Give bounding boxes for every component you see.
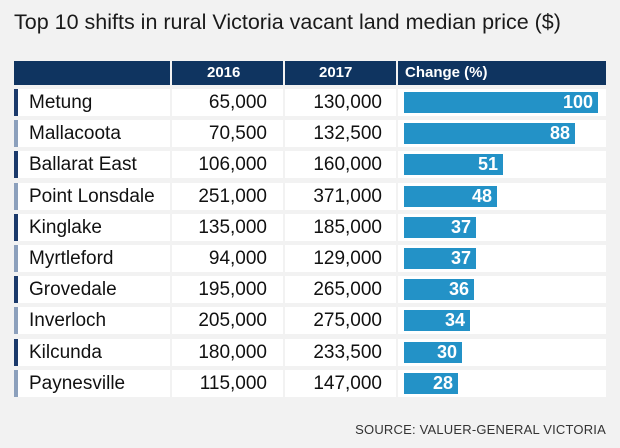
row-value-2016: 94,000	[172, 245, 283, 272]
row-accent	[14, 245, 18, 272]
row-location: Mallacoota	[14, 120, 170, 147]
row-location-label: Metung	[29, 92, 93, 113]
change-bar: 34	[404, 310, 470, 331]
row-location: Kinglake	[14, 214, 170, 241]
table-row: Paynesville 115,000 147,000 28	[14, 370, 606, 397]
row-accent	[14, 339, 18, 366]
table-row: Myrtleford 94,000 129,000 37	[14, 245, 606, 272]
row-accent	[14, 214, 18, 241]
table-row: Kilcunda 180,000 233,500 30	[14, 339, 606, 366]
row-value-2016: 115,000	[172, 370, 283, 397]
table-row: Mallacoota 70,500 132,500 88	[14, 120, 606, 147]
row-change-cell: 88	[398, 120, 606, 147]
header-2016: 2016	[207, 64, 241, 81]
table-row: Grovedale 195,000 265,000 36	[14, 276, 606, 303]
table-header: 2016 2017 Change (%)	[14, 61, 606, 85]
header-separator	[396, 61, 398, 85]
row-location-label: Paynesville	[29, 373, 126, 394]
row-location-label: Myrtleford	[29, 248, 114, 269]
row-accent	[14, 307, 18, 334]
row-value-2016: 251,000	[172, 183, 283, 210]
row-location-label: Mallacoota	[29, 123, 121, 144]
row-value-2016: 180,000	[172, 339, 283, 366]
row-change-cell: 28	[398, 370, 606, 397]
row-value-2017: 130,000	[285, 89, 396, 116]
row-change-cell: 34	[398, 307, 606, 334]
row-value-2016: 65,000	[172, 89, 283, 116]
change-bar: 37	[404, 217, 476, 238]
table-row: Inverloch 205,000 275,000 34	[14, 307, 606, 334]
row-location: Metung	[14, 89, 170, 116]
row-accent	[14, 276, 18, 303]
row-location: Ballarat East	[14, 151, 170, 178]
row-location: Myrtleford	[14, 245, 170, 272]
row-value-2017: 132,500	[285, 120, 396, 147]
table-row: Metung 65,000 130,000 100	[14, 89, 606, 116]
row-change-cell: 48	[398, 183, 606, 210]
row-value-2016: 106,000	[172, 151, 283, 178]
row-location: Paynesville	[14, 370, 170, 397]
row-location-label: Kilcunda	[29, 342, 102, 363]
row-change-cell: 100	[398, 89, 606, 116]
row-location: Inverloch	[14, 307, 170, 334]
table-row: Point Lonsdale 251,000 371,000 48	[14, 183, 606, 210]
row-value-2016: 135,000	[172, 214, 283, 241]
row-location-label: Kinglake	[29, 217, 102, 238]
table-row: Ballarat East 106,000 160,000 51	[14, 151, 606, 178]
change-bar: 37	[404, 248, 476, 269]
row-value-2017: 129,000	[285, 245, 396, 272]
source-note: SOURCE: VALUER-GENERAL VICTORIA	[355, 422, 606, 437]
row-location: Kilcunda	[14, 339, 170, 366]
header-2017: 2017	[319, 64, 353, 81]
row-value-2017: 233,500	[285, 339, 396, 366]
row-accent	[14, 89, 18, 116]
table-row: Kinglake 135,000 185,000 37	[14, 214, 606, 241]
row-location-label: Inverloch	[29, 310, 107, 331]
row-accent	[14, 120, 18, 147]
row-value-2016: 205,000	[172, 307, 283, 334]
row-change-cell: 37	[398, 214, 606, 241]
row-value-2017: 265,000	[285, 276, 396, 303]
change-bar: 88	[404, 123, 575, 144]
row-location-label: Grovedale	[29, 279, 117, 300]
row-change-cell: 37	[398, 245, 606, 272]
change-bar: 36	[404, 279, 474, 300]
row-value-2016: 195,000	[172, 276, 283, 303]
row-location-label: Ballarat East	[29, 154, 137, 175]
row-location: Grovedale	[14, 276, 170, 303]
row-accent	[14, 370, 18, 397]
row-value-2017: 147,000	[285, 370, 396, 397]
row-location-label: Point Lonsdale	[29, 186, 155, 207]
header-change: Change (%)	[405, 64, 488, 81]
row-change-cell: 36	[398, 276, 606, 303]
row-value-2017: 160,000	[285, 151, 396, 178]
chart-title: Top 10 shifts in rural Victoria vacant l…	[14, 10, 561, 34]
row-value-2017: 185,000	[285, 214, 396, 241]
change-bar: 100	[404, 92, 598, 113]
header-separator	[283, 61, 285, 85]
change-bar: 30	[404, 342, 462, 363]
row-change-cell: 51	[398, 151, 606, 178]
change-bar: 28	[404, 373, 458, 394]
header-separator	[170, 61, 172, 85]
row-accent	[14, 151, 18, 178]
change-bar: 48	[404, 186, 497, 207]
row-accent	[14, 183, 18, 210]
row-change-cell: 30	[398, 339, 606, 366]
row-value-2017: 371,000	[285, 183, 396, 210]
change-bar: 51	[404, 154, 503, 175]
row-value-2017: 275,000	[285, 307, 396, 334]
row-location: Point Lonsdale	[14, 183, 170, 210]
row-value-2016: 70,500	[172, 120, 283, 147]
